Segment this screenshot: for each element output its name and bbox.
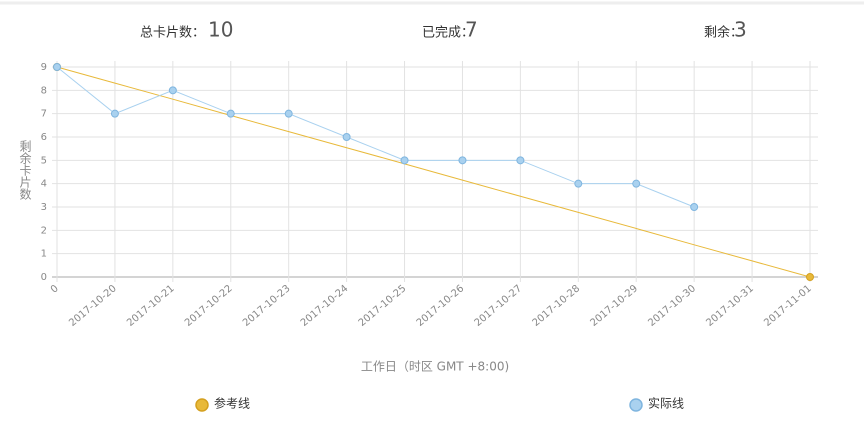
x-tick-label: 2017-10-31 bbox=[704, 283, 756, 329]
y-tick-label: 0 bbox=[41, 272, 47, 283]
y-axis-title: 剩余卡片数 bbox=[18, 140, 32, 201]
x-tick-label: 2017-10-26 bbox=[415, 283, 467, 329]
point bbox=[574, 179, 583, 188]
x-tick-label: 2017-10-21 bbox=[125, 283, 177, 329]
legend-label: 参考线 bbox=[214, 396, 250, 411]
y-tick-label: 1 bbox=[41, 249, 47, 260]
point bbox=[110, 109, 119, 118]
stat-value: 7 bbox=[465, 18, 478, 42]
legend-swatch bbox=[195, 398, 209, 412]
x-tick-label: 2017-11-01 bbox=[762, 283, 814, 329]
y-tick-label: 2 bbox=[41, 225, 47, 236]
stat-value: 10 bbox=[208, 18, 233, 42]
point bbox=[53, 63, 61, 71]
point bbox=[168, 86, 177, 95]
y-tick-label: 3 bbox=[41, 202, 47, 213]
x-tick-label: 0 bbox=[49, 283, 61, 296]
x-axis-title: 工作日（时区 GMT +8:00) bbox=[361, 360, 509, 374]
x-tick-label: 2017-10-24 bbox=[299, 283, 351, 329]
point bbox=[632, 179, 641, 188]
x-tick-label: 2017-10-20 bbox=[67, 283, 119, 329]
point bbox=[690, 203, 699, 211]
x-tick-label: 2017-10-22 bbox=[183, 283, 235, 329]
legend-label: 实际线 bbox=[648, 396, 684, 411]
series-line bbox=[56, 66, 811, 278]
series-line bbox=[56, 66, 695, 208]
point bbox=[516, 156, 525, 165]
point bbox=[806, 273, 814, 281]
y-tick-label: 7 bbox=[41, 109, 47, 120]
point bbox=[226, 109, 235, 118]
point bbox=[400, 156, 409, 165]
stat-value: 3 bbox=[734, 18, 747, 42]
x-tick-label: 2017-10-30 bbox=[646, 283, 698, 329]
stat-label: 剩余： bbox=[704, 25, 743, 41]
y-tick-label: 9 bbox=[41, 62, 47, 73]
stat-label: 已完成： bbox=[422, 26, 474, 41]
y-tick-label: 4 bbox=[41, 179, 47, 190]
point bbox=[342, 133, 351, 141]
x-tick-label: 2017-10-29 bbox=[588, 283, 640, 329]
point bbox=[284, 109, 293, 118]
y-tick-label: 6 bbox=[41, 132, 47, 143]
x-tick-label: 2017-10-23 bbox=[241, 283, 293, 329]
y-tick-label: 5 bbox=[41, 155, 47, 166]
stat-label: 总卡片数： bbox=[140, 26, 205, 41]
x-tick-label: 2017-10-25 bbox=[357, 283, 409, 329]
y-tick-label: 8 bbox=[41, 85, 47, 96]
x-tick-label: 2017-10-28 bbox=[531, 283, 583, 329]
legend-swatch bbox=[629, 398, 643, 412]
x-tick-label: 2017-10-27 bbox=[473, 283, 525, 329]
point bbox=[458, 156, 467, 165]
